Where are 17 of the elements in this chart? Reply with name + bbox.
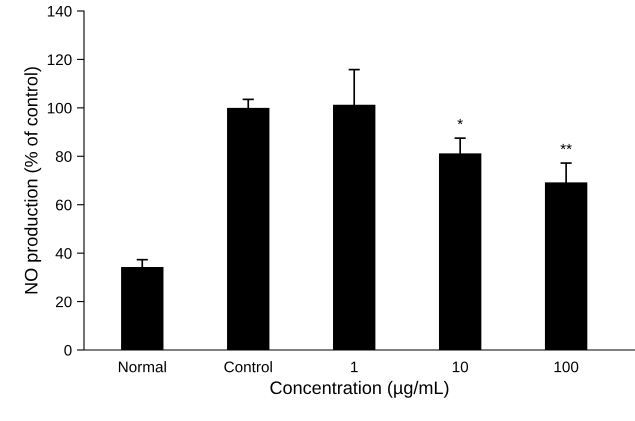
y-tick-label: 140 (48, 6, 72, 17)
y-tick-label: 100 (48, 102, 72, 114)
x-tick-label: 1 (351, 362, 358, 372)
annotation: ** (560, 144, 572, 150)
y-tick-label: 60 (56, 200, 72, 210)
y-tick-label: 20 (56, 296, 72, 308)
x-tick-label: Control (224, 361, 272, 372)
y-tick-label: 80 (56, 151, 72, 162)
x-tick-label: 10 (452, 362, 468, 372)
y-tick-label: 120 (48, 54, 72, 66)
annotation: * (457, 118, 463, 124)
x-tick-label: Normal (118, 361, 166, 372)
x-tick-label: 100 (554, 362, 578, 372)
y-tick-label: 0 (64, 344, 72, 356)
y-tick-label: 40 (56, 248, 72, 259)
x-axis-title: Concentration (µg/mL) (270, 380, 448, 398)
y-axis-title: NO production (% of control) (24, 67, 42, 294)
